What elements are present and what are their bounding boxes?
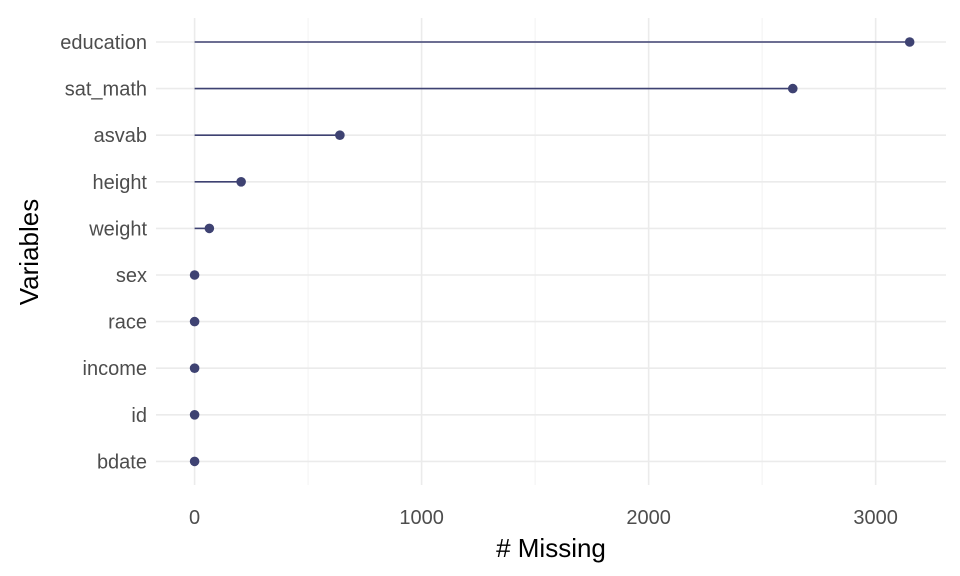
x-tick-label: 0: [189, 507, 200, 529]
lollipop-point: [236, 177, 246, 187]
x-axis-title: # Missing: [496, 533, 606, 563]
y-tick-label: sat_math: [65, 79, 147, 101]
lollipop-point: [189, 270, 200, 280]
y-axis-title: Variables: [14, 199, 44, 305]
lollipop-point: [189, 410, 200, 420]
y-tick-label: height: [93, 172, 148, 194]
y-tick-label: id: [131, 405, 147, 427]
x-tick-label: 1000: [399, 507, 444, 529]
lollipop-point: [189, 316, 200, 327]
lollipop-point: [904, 37, 915, 47]
y-tick-label: sex: [116, 265, 147, 287]
lollipop-point: [335, 130, 345, 140]
lollipop-point: [189, 363, 200, 374]
lollipop-point: [204, 223, 215, 234]
lollipop-point: [787, 83, 798, 94]
y-tick-label: income: [83, 358, 147, 380]
x-tick-labels: 0 1000 2000 3000: [189, 507, 898, 529]
y-tick-label: weight: [88, 218, 147, 240]
grid-layer: [156, 18, 946, 485]
series-layer: [189, 37, 915, 467]
x-tick-label: 2000: [626, 507, 671, 529]
y-tick-label: education: [60, 32, 147, 54]
y-tick-label: bdate: [97, 451, 147, 473]
lollipop-point: [189, 456, 200, 467]
y-tick-label: race: [108, 312, 147, 334]
y-tick-label: asvab: [94, 125, 147, 147]
x-tick-label: 3000: [853, 507, 898, 529]
